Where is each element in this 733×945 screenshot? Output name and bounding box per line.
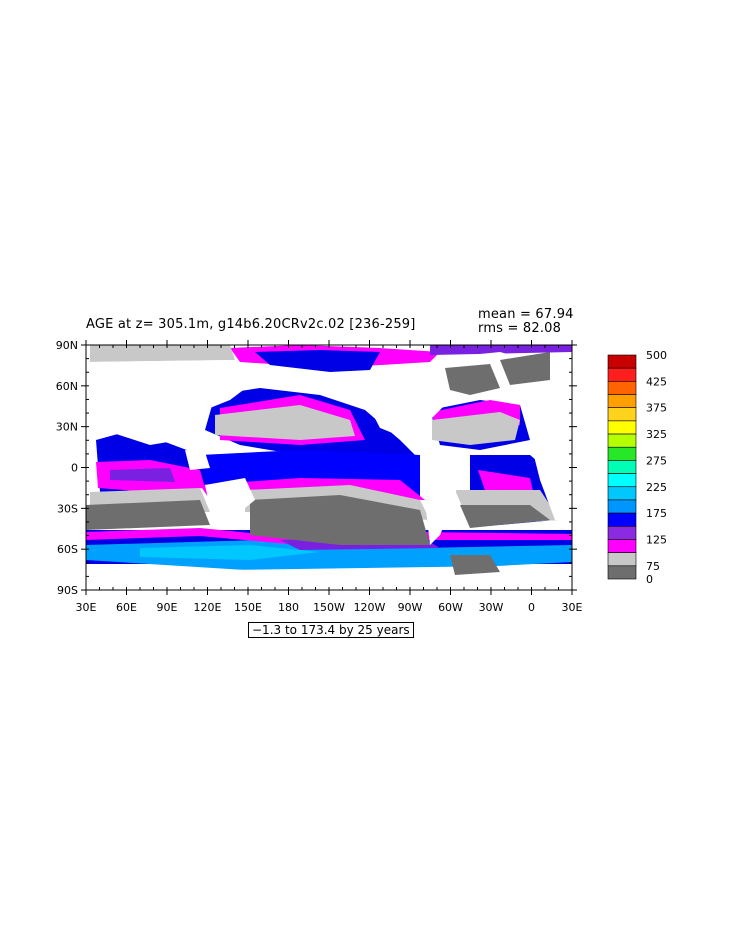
arctic-blue xyxy=(255,350,380,372)
colorbar-swatch xyxy=(607,499,637,514)
colorbar-swatch xyxy=(607,381,637,395)
colorbar-label: 0 xyxy=(646,573,653,586)
land-antarctica xyxy=(86,565,572,590)
land-maritime-continent xyxy=(185,450,210,470)
arctic-purple-right xyxy=(430,345,572,355)
colorbar-swatch xyxy=(607,407,637,422)
lon-tick-label: 60W xyxy=(438,601,463,614)
colorbar-swatch xyxy=(607,565,637,580)
land-south-america xyxy=(420,455,460,545)
colorbar-swatch xyxy=(607,354,637,369)
antarctic-dark xyxy=(450,555,500,575)
colorbar-label: 425 xyxy=(646,375,667,388)
latitude-labels: 90N 60N 30N 0 30S 60S 90S xyxy=(56,339,78,597)
lon-tick-label: 90E xyxy=(157,601,178,614)
lon-tick-label: 120E xyxy=(194,601,222,614)
land-australia xyxy=(205,478,255,512)
colorbar-label: 125 xyxy=(646,533,667,546)
lon-tick-label: 120W xyxy=(354,601,386,614)
lon-tick-label: 30W xyxy=(479,601,504,614)
lat-tick-label: 60N xyxy=(56,380,78,393)
colorbar-label: 225 xyxy=(646,481,667,494)
axis-ticks xyxy=(81,340,577,595)
colorbar-label: 375 xyxy=(646,402,667,415)
plot-title: AGE at z= 305.1m, g14b6.20CRv2c.02 [236-… xyxy=(86,317,416,332)
hudson-dark xyxy=(445,364,500,395)
lat-tick-label: 30S xyxy=(57,502,78,515)
lon-tick-label: 180 xyxy=(278,601,299,614)
colorbar-swatch xyxy=(607,512,637,527)
indian-ocean-dark xyxy=(86,500,210,530)
colorbar-label: 75 xyxy=(646,560,660,573)
colorbar-swatch xyxy=(607,460,637,474)
lon-tick-label: 150W xyxy=(313,601,345,614)
colorbar-label: 275 xyxy=(646,454,667,467)
south-atlantic-dark xyxy=(460,505,550,528)
longitude-labels: 30E 60E 90E 120E 150E 180 150W 120W 90W 60W 30W 0 30… xyxy=(76,601,583,614)
indian-ocean-purple xyxy=(110,468,175,482)
lon-tick-label: 30E xyxy=(76,601,97,614)
lat-tick-label: 90N xyxy=(56,339,78,352)
southern-ocean-magenta xyxy=(86,528,572,545)
lon-tick-label: 90W xyxy=(398,601,423,614)
colorbar-label: 175 xyxy=(646,507,667,520)
age-field xyxy=(86,345,572,590)
arctic-dark-right xyxy=(500,352,550,385)
colorbar-swatch xyxy=(607,539,637,553)
colorbar-swatch xyxy=(607,433,637,448)
colorbar xyxy=(607,354,637,580)
colorbar-swatch xyxy=(607,473,637,488)
colorbar-labels: 500 425 375 325 275 225 175 125 750 xyxy=(646,349,667,586)
land-eurasia xyxy=(86,360,250,445)
colorbar-swatch xyxy=(607,420,637,435)
colorbar-swatch xyxy=(607,446,637,461)
lat-tick-label: 30N xyxy=(56,421,78,434)
north-atlantic-gray xyxy=(432,412,520,445)
lat-tick-label: 60S xyxy=(57,543,78,556)
land-north-america xyxy=(355,360,470,438)
colorbar-swatch xyxy=(607,367,637,382)
north-pacific-gray xyxy=(215,405,355,440)
lon-tick-label: 0 xyxy=(528,601,535,614)
lat-tick-label: 90S xyxy=(57,584,78,597)
contour-range-label: −1.3 to 173.4 by 25 years xyxy=(248,622,414,638)
land-africa xyxy=(530,430,572,520)
lon-tick-label: 60E xyxy=(116,601,137,614)
colorbar-label: 325 xyxy=(646,428,667,441)
colorbar-swatch xyxy=(607,486,637,501)
mean-stat: mean = 67.94 xyxy=(478,307,574,322)
colorbar-swatch xyxy=(607,394,637,409)
colorbar-swatch xyxy=(607,525,637,540)
lon-tick-label: 30E xyxy=(562,601,583,614)
colorbar-swatch xyxy=(607,552,637,567)
rms-stat: rms = 82.08 xyxy=(478,321,562,336)
lat-tick-label: 0 xyxy=(71,462,78,475)
arctic-gray-left xyxy=(90,345,235,362)
southern-ocean-band-cyan2 xyxy=(140,545,320,560)
south-pacific-dark xyxy=(250,495,430,545)
lon-tick-label: 150E xyxy=(234,601,262,614)
colorbar-label: 500 xyxy=(646,349,667,362)
